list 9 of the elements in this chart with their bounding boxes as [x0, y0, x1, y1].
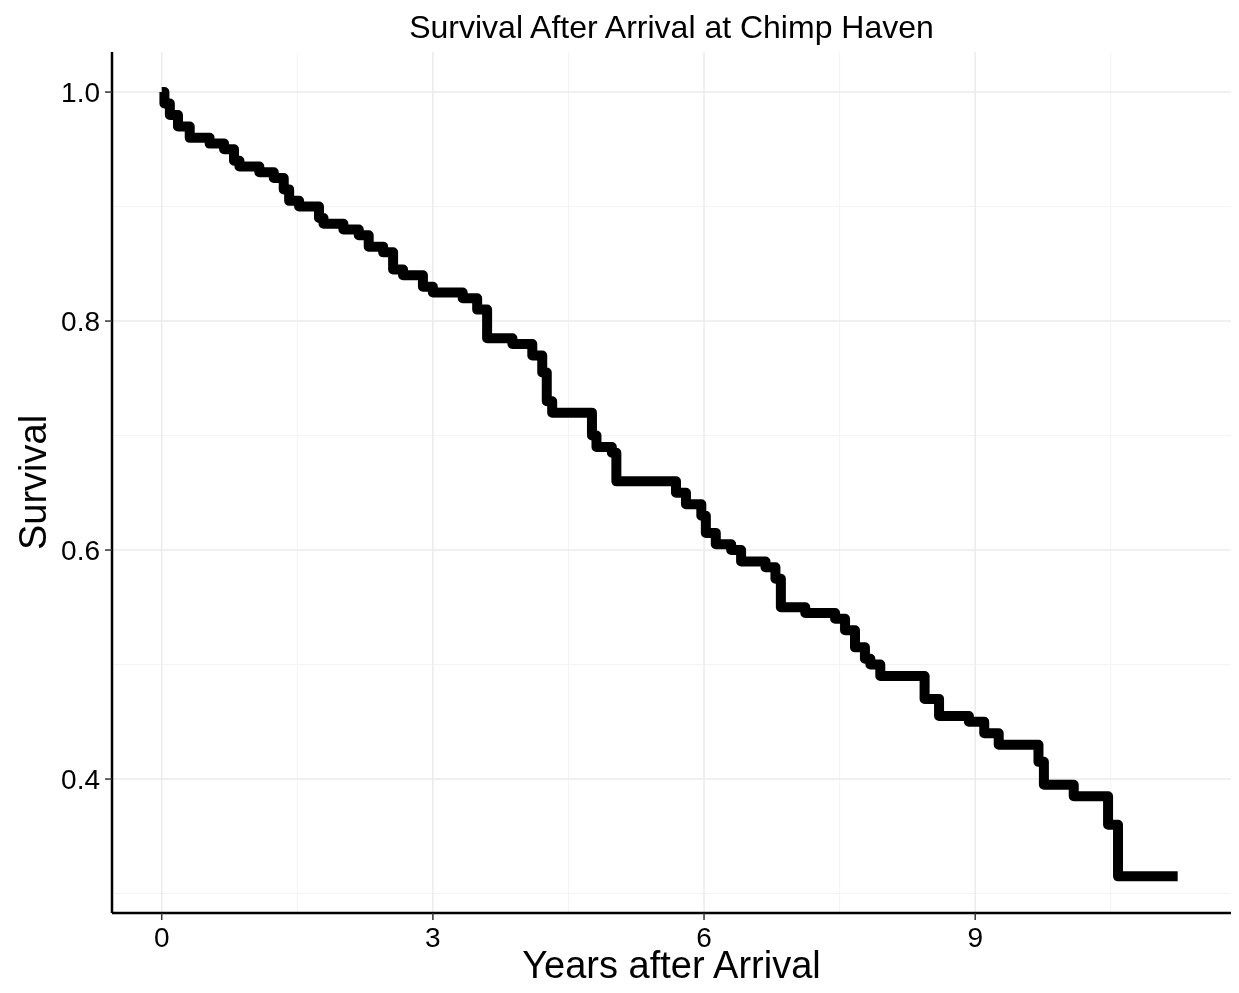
x-tick-label: 9	[967, 922, 983, 953]
x-tick-label: 0	[153, 922, 170, 953]
y-tick-label: 0.4	[61, 763, 100, 795]
y-tick-label: 1.0	[61, 76, 100, 108]
y-tick-label: 0.6	[61, 534, 100, 566]
y-tick-label: 0.8	[61, 305, 100, 337]
x-tick-label: 3	[425, 922, 441, 953]
y-axis-title: Survival	[12, 414, 54, 551]
chart-title: Survival After Arrival at Chimp Haven	[409, 9, 934, 45]
